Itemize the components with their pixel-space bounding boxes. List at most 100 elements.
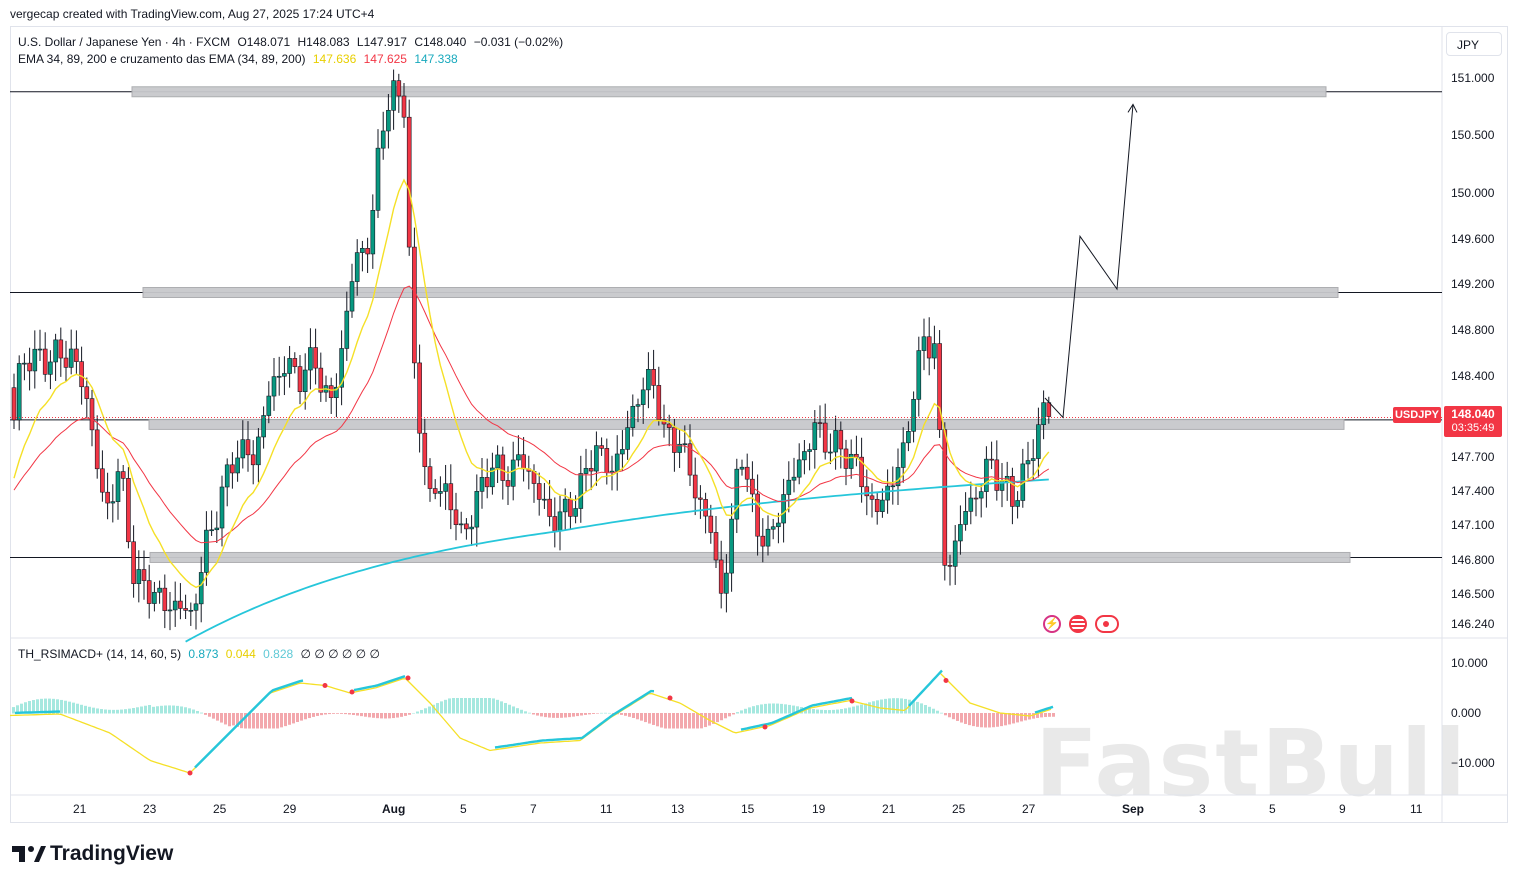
- candle-body: [932, 343, 937, 359]
- candle-body: [89, 398, 95, 431]
- histogram-bar: [492, 698, 495, 714]
- price-tick-label: 146.240: [1451, 617, 1495, 631]
- histogram-bar: [552, 713, 555, 718]
- histogram-bar: [528, 712, 531, 714]
- histogram-bar: [540, 713, 543, 717]
- time-tick-label: 15: [741, 802, 755, 816]
- candle-body: [443, 483, 448, 492]
- candle-body: [521, 454, 526, 470]
- candle-body: [365, 248, 370, 255]
- candle-body: [110, 501, 116, 504]
- candle-body: [791, 476, 797, 481]
- histogram-bar: [640, 713, 643, 721]
- ema-legend[interactable]: EMA 34, 89, 200 e cruzamento das EMA (34…: [18, 52, 462, 66]
- histogram-bar: [84, 705, 87, 714]
- histogram-bar: [392, 713, 395, 719]
- histogram-bar: [568, 713, 571, 718]
- candle-body: [484, 477, 490, 488]
- candle-body: [874, 499, 880, 512]
- candle-body: [895, 467, 901, 487]
- histogram-bar: [772, 703, 775, 714]
- candle-body: [297, 366, 303, 392]
- candle-body: [630, 405, 636, 428]
- lightning-event-icon[interactable]: ⚡: [1043, 615, 1061, 633]
- histogram-bar: [672, 713, 675, 729]
- histogram-bar: [372, 713, 375, 718]
- histogram-bar: [512, 706, 515, 714]
- histogram-bar: [1044, 713, 1047, 718]
- us-flag-icon[interactable]: [1069, 615, 1087, 633]
- histogram-bar: [764, 703, 767, 714]
- indicator-signal-line: [9, 672, 1052, 774]
- histogram-bar: [752, 706, 755, 714]
- histogram-bar: [608, 712, 611, 714]
- time-tick-label: 25: [952, 802, 966, 816]
- indicator-empty-values: ∅ ∅ ∅ ∅ ∅ ∅: [300, 647, 380, 661]
- candle-body: [53, 339, 58, 363]
- time-tick-label: 11: [600, 802, 613, 816]
- candle-body: [375, 147, 381, 211]
- candle-body: [146, 580, 152, 604]
- event-icons[interactable]: ⚡: [1043, 615, 1119, 633]
- candle-body: [807, 449, 812, 452]
- candle-body: [198, 572, 204, 605]
- histogram-bar: [816, 709, 819, 714]
- candle-body: [968, 497, 974, 512]
- histogram-bar: [456, 698, 459, 714]
- histogram-bar: [416, 711, 419, 714]
- histogram-bar: [560, 713, 563, 718]
- histogram-bar: [112, 709, 115, 714]
- record-event-icon[interactable]: [1095, 615, 1119, 633]
- ema34-value: 147.636: [312, 52, 357, 66]
- indicator-value-3: 0.828: [263, 647, 294, 661]
- support-resistance-zone: [148, 418, 1345, 430]
- indicator-legend[interactable]: TH_RSIMACD+ (14, 14, 60, 5) 0.873 0.044 …: [18, 647, 384, 661]
- histogram-bar: [1004, 713, 1007, 726]
- histogram-bar: [736, 712, 739, 714]
- candle-body: [495, 454, 500, 469]
- histogram-bar: [864, 703, 867, 714]
- histogram-bar: [172, 705, 175, 714]
- histogram-bar: [176, 705, 179, 714]
- candle-body: [568, 498, 573, 517]
- histogram-bar: [1032, 713, 1035, 719]
- chart-frame: [10, 26, 1508, 823]
- histogram-bar: [584, 713, 587, 715]
- candle-body: [1030, 458, 1036, 461]
- histogram-bar: [484, 698, 487, 714]
- histogram-bar: [888, 698, 891, 714]
- histogram-bar: [228, 713, 231, 727]
- candle-body: [937, 343, 942, 431]
- time-tick-label: 23: [143, 802, 157, 816]
- symbol-name: U.S. Dollar / Japanese Yen · 4h · FXCM: [18, 35, 231, 49]
- candle-body: [250, 454, 256, 466]
- candle-body: [1041, 402, 1046, 425]
- candle-body: [843, 448, 849, 469]
- histogram-bar: [408, 713, 411, 715]
- price-tick-label: 150.000: [1451, 185, 1495, 200]
- histogram-bar: [160, 705, 163, 714]
- candle-body: [193, 603, 199, 611]
- currency-button[interactable]: JPY: [1446, 32, 1502, 56]
- histogram-bar: [156, 706, 159, 714]
- candle-body: [947, 564, 953, 567]
- time-tick-label: 9: [1339, 802, 1346, 816]
- price-tick-label: 147.700: [1451, 449, 1495, 464]
- histogram-bar: [52, 698, 55, 714]
- histogram-bar: [716, 713, 719, 723]
- histogram-bar: [820, 709, 823, 714]
- candle-body: [1015, 500, 1020, 507]
- candle-body: [11, 387, 17, 421]
- candle-body: [157, 587, 162, 593]
- histogram-bar: [96, 708, 99, 714]
- histogram-bar: [824, 710, 827, 714]
- histogram-bar: [236, 713, 239, 727]
- candle-body: [219, 486, 225, 529]
- symbol-legend[interactable]: U.S. Dollar / Japanese Yen · 4h · FXCM O…: [18, 35, 567, 49]
- histogram-bar: [624, 713, 627, 716]
- histogram-bar: [748, 707, 751, 714]
- histogram-bar: [92, 707, 95, 714]
- candle-body: [505, 480, 511, 487]
- histogram-bar: [384, 713, 387, 719]
